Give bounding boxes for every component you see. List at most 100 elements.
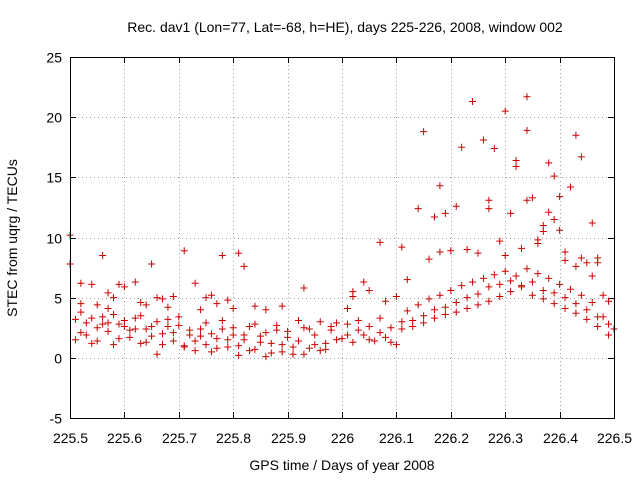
data-point-marker — [594, 323, 602, 331]
data-point-marker — [197, 332, 205, 340]
data-point-marker — [213, 344, 221, 352]
data-point-marker — [256, 332, 264, 340]
data-point-marker — [605, 320, 613, 328]
data-point-marker — [191, 337, 199, 345]
data-point-marker — [278, 302, 286, 310]
data-point-marker — [110, 341, 118, 349]
data-point-marker — [512, 156, 520, 164]
data-point-marker — [398, 243, 406, 251]
data-point-marker — [545, 208, 553, 216]
data-point-marker — [99, 252, 107, 260]
data-point-marker — [496, 292, 504, 300]
data-point-marker — [175, 321, 183, 329]
data-point-marker — [501, 267, 509, 275]
data-point-marker — [534, 270, 542, 278]
data-point-marker — [577, 153, 585, 161]
data-point-marker — [528, 278, 536, 286]
data-point-marker — [485, 283, 493, 291]
data-point-marker — [354, 317, 362, 325]
data-point-marker — [284, 333, 292, 341]
data-point-marker — [104, 289, 112, 297]
data-point-marker — [539, 295, 547, 303]
data-point-marker — [382, 297, 390, 305]
data-point-marker — [523, 265, 531, 273]
data-point-marker — [501, 252, 509, 260]
data-point-marker — [414, 205, 422, 213]
data-point-marker — [420, 319, 428, 327]
data-point-marker — [278, 341, 286, 349]
data-point-marker — [436, 291, 444, 299]
y-tick-labels: -5 0 5 10 15 20 25 — [46, 50, 62, 427]
data-point-marker — [485, 205, 493, 213]
data-point-marker — [485, 196, 493, 204]
data-point-marker — [490, 271, 498, 279]
data-point-marker — [93, 337, 101, 345]
data-point-marker — [430, 213, 438, 221]
data-point-marker — [452, 308, 460, 316]
data-point-marker — [316, 318, 324, 326]
data-point-marker — [512, 272, 520, 280]
data-point-marker — [566, 183, 574, 191]
data-point-marker — [88, 339, 96, 347]
data-point-marker — [77, 308, 85, 316]
data-point-marker — [392, 292, 400, 300]
data-point-marker — [463, 304, 471, 312]
data-point-marker — [169, 329, 177, 337]
data-point-marker — [251, 320, 259, 328]
data-point-marker — [110, 311, 118, 319]
data-point-marker — [343, 320, 351, 328]
data-point-marker — [235, 351, 243, 359]
data-point-marker — [371, 337, 379, 345]
data-point-marker — [545, 159, 553, 167]
data-point-marker — [414, 301, 422, 309]
data-point-marker — [469, 278, 477, 286]
data-point-marker — [376, 314, 384, 322]
data-point-marker — [77, 300, 85, 308]
data-point-marker — [594, 259, 602, 267]
data-point-marker — [550, 300, 558, 308]
data-point-marker — [599, 291, 607, 299]
data-point-marker — [343, 304, 351, 312]
data-point-marker — [115, 335, 123, 343]
data-point-marker — [131, 278, 139, 286]
data-point-marker — [115, 280, 123, 288]
data-point-marker — [104, 304, 112, 312]
data-point-marker — [322, 345, 330, 353]
data-point-marker — [153, 350, 161, 358]
x-tick-label: 226.2 — [434, 430, 469, 446]
data-point-marker — [360, 278, 368, 286]
data-point-marker — [365, 336, 373, 344]
data-point-marker — [561, 294, 569, 302]
data-point-marker — [251, 345, 259, 353]
chart-title: Rec. dav1 (Lon=77, Lat=-68, h=HE), days … — [127, 19, 563, 35]
data-point-marker — [289, 343, 297, 351]
data-point-marker — [528, 194, 536, 202]
data-point-marker — [479, 274, 487, 282]
data-point-marker — [436, 248, 444, 256]
data-point-marker — [82, 319, 90, 327]
data-point-marker — [594, 313, 602, 321]
data-point-marker — [572, 300, 580, 308]
data-point-marker — [180, 343, 188, 351]
data-point-marker — [218, 325, 226, 333]
data-point-marker — [420, 312, 428, 320]
data-point-marker — [300, 284, 308, 292]
data-point-marker — [588, 298, 596, 306]
data-point-marker — [365, 323, 373, 331]
data-point-marker — [153, 318, 161, 326]
x-tick-label: 226 — [331, 430, 355, 446]
data-point-marker — [365, 286, 373, 294]
data-point-marker — [556, 280, 564, 288]
data-point-marker — [148, 323, 156, 331]
data-point-marker — [294, 337, 302, 345]
data-point-marker — [246, 347, 254, 355]
data-point-marker — [246, 323, 254, 331]
data-point-marker — [169, 292, 177, 300]
data-point-marker — [425, 255, 433, 263]
data-point-marker — [583, 306, 591, 314]
data-point-marker — [131, 314, 139, 322]
data-point-marker — [202, 294, 210, 302]
data-point-marker — [137, 339, 145, 347]
plot-frame — [70, 57, 615, 419]
data-point-marker — [77, 329, 85, 337]
